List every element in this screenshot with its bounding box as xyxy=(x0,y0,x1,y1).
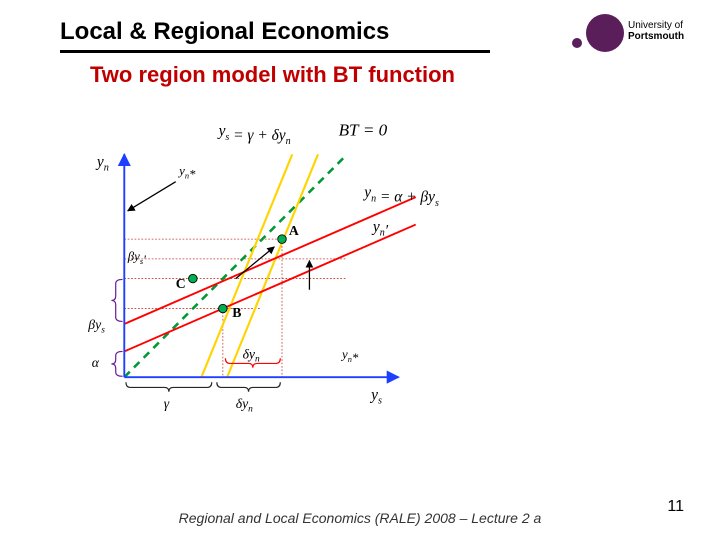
line-bt0-dash xyxy=(124,154,347,377)
page-number: 11 xyxy=(667,498,684,516)
arrow-arrow-yn-star xyxy=(128,182,176,211)
logo-text: University of Portsmouth xyxy=(628,20,684,42)
brace-label-beta-brace: βys xyxy=(87,317,105,335)
brace-label-dyn-brace: δyn xyxy=(243,346,260,364)
logo-dot-small xyxy=(572,38,582,48)
eq-eq-betaysp: βys′ xyxy=(127,250,146,268)
line-red2 xyxy=(124,197,415,324)
point-B xyxy=(219,304,228,313)
point-label-A: A xyxy=(289,223,299,238)
logo-line2: Portsmouth xyxy=(628,31,684,42)
y-axis-label: yn xyxy=(95,153,109,173)
university-logo: University of Portsmouth xyxy=(570,10,690,65)
slide: Local & Regional Economics University of… xyxy=(0,0,720,540)
brace-label-alpha-brace: α xyxy=(92,355,100,370)
eq-eq-ynp: yn′ xyxy=(371,218,389,239)
x-axis-label: ys xyxy=(369,386,382,406)
brace-alpha-brace xyxy=(111,351,122,376)
two-region-chart: yn ys A C Bα βys γ δyn δyn ys = γ + δyn BT = 0 yn =… xyxy=(60,120,480,420)
slide-footer: Regional and Local Economics (RALE) 2008… xyxy=(0,510,720,526)
point-label-C: C xyxy=(176,276,186,291)
point-C xyxy=(189,274,198,283)
point-label-B: B xyxy=(232,305,241,320)
logo-line1: University of xyxy=(628,20,683,31)
brace-label-gamma-brace: γ xyxy=(164,396,170,411)
line-yellow1 xyxy=(201,154,292,377)
logo-dot-large xyxy=(586,14,624,52)
brace-label-delta-brace: δyn xyxy=(236,396,253,414)
eq-eq-ynstar: yn* xyxy=(177,164,196,182)
brace-beta-brace xyxy=(111,279,122,321)
eq-eq-bt: BT = 0 xyxy=(339,120,388,139)
eq-eq-ysstar: yn* xyxy=(340,347,359,365)
brace-gamma-brace xyxy=(126,382,212,391)
line-red1 xyxy=(124,225,415,352)
line-yellow2 xyxy=(227,154,318,377)
slide-subtitle: Two region model with BT function xyxy=(90,62,455,88)
eq-eq-ys: ys = γ + δyn xyxy=(217,122,291,147)
lecture-title: Local & Regional Economics xyxy=(60,18,490,50)
brace-delta-brace xyxy=(217,382,280,391)
eq-eq-yn: yn = α + βys xyxy=(362,184,439,209)
lecture-header: Local & Regional Economics xyxy=(60,18,490,53)
footer-text: Regional and Local Economics (RALE) 2008… xyxy=(179,510,542,526)
point-A xyxy=(278,235,287,244)
